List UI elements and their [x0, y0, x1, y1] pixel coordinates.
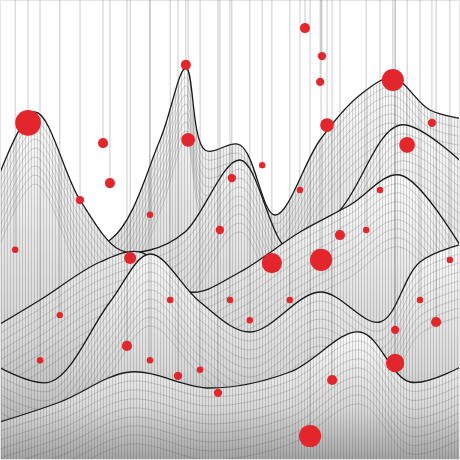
- point-stem: [230, 0, 231, 300]
- point: [197, 367, 203, 373]
- point: [227, 297, 233, 303]
- surface-contour: [0, 359, 460, 452]
- point: [105, 178, 115, 188]
- point-stem: [407, 0, 408, 145]
- point-stem: [59, 0, 60, 315]
- point: [335, 230, 345, 240]
- point: [167, 297, 173, 303]
- point-stem: [178, 0, 179, 376]
- point-stem: [289, 0, 290, 300]
- point: [287, 297, 293, 303]
- point-stem: [419, 0, 420, 300]
- point-stem: [395, 0, 396, 330]
- surface-contour: [0, 377, 460, 460]
- point-stem: [436, 0, 437, 322]
- point-stem: [218, 0, 219, 393]
- point-stem: [379, 0, 380, 190]
- point-stem: [339, 0, 340, 235]
- plot-frame: [1, 1, 460, 460]
- point: [399, 137, 415, 153]
- point: [124, 252, 136, 264]
- surface-layer: [0, 332, 460, 460]
- point: [431, 317, 441, 327]
- illustration: [0, 0, 460, 460]
- point: [181, 60, 191, 70]
- point-stem: [321, 0, 322, 260]
- surface-contour: [0, 386, 460, 460]
- point: [320, 118, 334, 132]
- point: [247, 317, 253, 323]
- point: [391, 326, 399, 334]
- point: [181, 133, 195, 147]
- point: [216, 226, 224, 234]
- point: [12, 247, 18, 253]
- point: [122, 341, 132, 351]
- point: [382, 69, 404, 91]
- point: [262, 253, 282, 273]
- point: [57, 312, 63, 318]
- point-stem: [249, 0, 250, 320]
- point-stem: [231, 0, 232, 178]
- point-stem: [310, 0, 311, 436]
- point: [214, 389, 222, 397]
- point: [363, 227, 369, 233]
- point-stem: [395, 0, 396, 363]
- point: [174, 372, 182, 380]
- point-stem: [320, 0, 321, 82]
- point: [377, 187, 383, 193]
- point-stem: [219, 0, 220, 230]
- data-points: [12, 0, 453, 447]
- point: [76, 196, 84, 204]
- point: [428, 119, 436, 127]
- point: [37, 357, 43, 363]
- point-stem: [103, 0, 104, 143]
- surface-contour: [0, 404, 460, 460]
- point-stem: [80, 0, 81, 200]
- point: [316, 78, 324, 86]
- surface-ridge: [0, 332, 460, 425]
- point: [15, 110, 41, 136]
- surface-contour: [0, 350, 460, 443]
- point-stem: [327, 0, 328, 125]
- point-stem: [149, 0, 150, 360]
- point: [299, 425, 321, 447]
- point: [318, 52, 326, 60]
- point: [417, 297, 423, 303]
- point-stem: [262, 0, 263, 165]
- point-stem: [40, 0, 41, 360]
- point: [297, 187, 303, 193]
- point: [147, 212, 153, 218]
- point: [310, 249, 332, 271]
- point-stem: [392, 0, 393, 80]
- point: [300, 23, 310, 33]
- point-stem: [185, 0, 186, 65]
- point-stem: [28, 0, 29, 123]
- point: [228, 174, 236, 182]
- point: [386, 354, 404, 372]
- point: [259, 162, 265, 168]
- point-stem: [322, 0, 323, 56]
- point-stem: [431, 0, 432, 123]
- point-stem: [126, 0, 127, 346]
- point: [147, 357, 153, 363]
- point-stem: [170, 0, 171, 300]
- point-stem: [332, 0, 333, 380]
- point: [98, 138, 108, 148]
- point-stem: [366, 0, 367, 230]
- surface-contour: [0, 368, 460, 460]
- surface-contour: [0, 395, 460, 460]
- point-stem: [449, 0, 450, 260]
- point-stem: [109, 0, 110, 183]
- surface-contours: [0, 341, 460, 460]
- point-stem: [200, 0, 201, 370]
- point: [327, 375, 337, 385]
- point-stem: [130, 0, 131, 258]
- point: [447, 257, 453, 263]
- point-stem: [271, 0, 272, 263]
- point-stem: [188, 0, 189, 140]
